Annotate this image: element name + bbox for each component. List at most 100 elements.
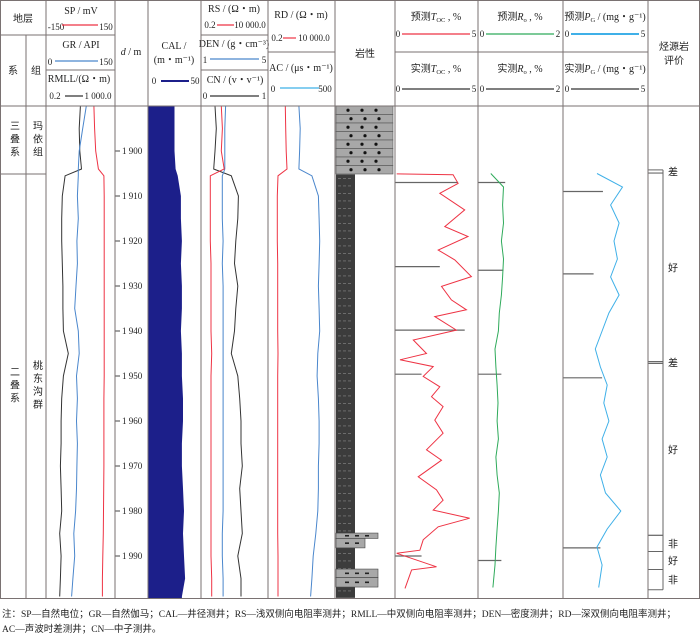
- header: 地层 系 组 SP / mV -150 150 GR / API 0 150 R…: [8, 4, 689, 101]
- sp-max: 150: [99, 22, 113, 32]
- toc_pred-label: 预测TOC , %: [411, 10, 461, 24]
- sand-dot: [377, 117, 381, 121]
- sand-dot: [374, 108, 378, 112]
- sand-dot: [346, 125, 350, 129]
- silt-mark: [355, 581, 359, 584]
- depth-tick-label: 1 960: [122, 416, 143, 426]
- rmll-max: 1 000.0: [85, 91, 113, 101]
- sand-dot: [374, 125, 378, 129]
- evaluation-label: 好: [668, 444, 678, 456]
- ac-curve: [298, 105, 321, 597]
- cal-max: 50: [191, 76, 201, 86]
- evaluation-header-1: 烃源岩: [659, 40, 689, 53]
- ac-min: 0: [271, 84, 276, 94]
- evaluation-label: 差: [668, 165, 678, 178]
- sand-dot: [360, 108, 364, 112]
- evaluation-label: 非: [668, 575, 678, 587]
- ro_meas-min: 0: [480, 84, 485, 94]
- evaluation-label: 差: [668, 357, 678, 370]
- rmll-label: RMLL/(Ω・m): [48, 74, 110, 85]
- pg_meas-label: 实测PG / (mg・g⁻¹): [564, 62, 645, 76]
- ac-label: AC / (μs・m⁻¹): [269, 63, 333, 74]
- depth-tick-label: 1 970: [122, 461, 143, 471]
- silt-mark: [365, 572, 369, 575]
- toc_meas-max: 5: [472, 84, 477, 94]
- gr-label: GR / API: [62, 40, 99, 51]
- depth-tick-label: 1 920: [122, 236, 143, 246]
- strata-system-triassic: 三叠系: [8, 121, 20, 160]
- cn-curve: [213, 105, 243, 597]
- ro-predicted-curve: [490, 173, 505, 588]
- header-strata: 地层: [13, 12, 33, 25]
- note-line-1: 注：SP—自然电位；GR—自然伽马；CAL—井径测井；RS—浅双侧向电阻率测井；…: [2, 608, 676, 620]
- sand-dot: [363, 134, 367, 138]
- ro_pred-label: 预测Ro , %: [497, 10, 542, 24]
- sandstone-layer: [335, 139, 394, 149]
- rs-label: RS / (Ω・m): [208, 4, 260, 15]
- header-system: 系: [8, 65, 18, 77]
- depth-tick-label: 1 900: [122, 146, 143, 156]
- depth-header: d / m: [121, 47, 142, 58]
- sand-dot: [349, 134, 353, 138]
- pg_meas-max: 5: [641, 84, 646, 94]
- sand-dot: [346, 142, 350, 146]
- sandstone-layer: [335, 122, 394, 132]
- rmll-min: 0.2: [49, 91, 60, 101]
- evaluation-label: 好: [668, 262, 678, 274]
- depth-tick-label: 1 950: [122, 371, 143, 381]
- lithology-header: 岩性: [355, 47, 375, 60]
- cn-max: 1: [262, 91, 267, 101]
- cal-min: 0: [152, 76, 157, 86]
- sand-dot: [377, 134, 381, 138]
- strata-formation-mayi: 玛依组: [31, 120, 43, 159]
- sandstone-layer: [335, 156, 394, 166]
- toc_pred-max: 5: [472, 29, 477, 39]
- den-label: DEN / (g・cm⁻³): [199, 39, 269, 50]
- sand-dot: [363, 151, 367, 155]
- mudstone-layer: [336, 174, 355, 598]
- siltstone-layer: [335, 538, 366, 549]
- sand-dot: [349, 168, 353, 172]
- pg_meas-min: 0: [565, 84, 570, 94]
- strata-labels: 三叠系 玛依组 二叠系 桃东沟群: [8, 120, 43, 412]
- rd-curve: [276, 105, 288, 597]
- rs-curve: [209, 105, 225, 597]
- silt-mark: [345, 542, 349, 544]
- sp-curve: [93, 105, 105, 597]
- pg-predicted-curve: [594, 173, 624, 588]
- cal-label: CAL /: [162, 41, 187, 52]
- note-line-2: AC—声波时差测井；CN—中子测井。: [2, 623, 161, 635]
- silt-mark: [365, 581, 369, 584]
- depth-tick-label: 1 990: [122, 551, 143, 561]
- depth-tick-label: 1 910: [122, 191, 143, 201]
- track-content: 1 900 1 910 1 920 1 930 1 940 1 950 1 960 1 970…: [59, 105, 678, 598]
- rs-min: 0.2: [204, 20, 215, 30]
- strata-formation-taodonggou: 桃东沟群: [31, 359, 43, 412]
- toc-predicted-curve: [396, 173, 473, 589]
- sand-dot: [374, 142, 378, 146]
- sand-dot: [360, 125, 364, 129]
- sand-dot: [349, 151, 353, 155]
- lithology-column: [335, 105, 394, 598]
- legend-lines: [55, 24, 639, 97]
- table-grid: [0, 0, 700, 599]
- sp-label: SP / mV: [64, 6, 98, 17]
- ro_meas-label: 实测Ro , %: [497, 62, 542, 76]
- rmll-curve: [59, 105, 83, 597]
- gr-min: 0: [48, 57, 53, 67]
- toc_pred-min: 0: [396, 29, 401, 39]
- sand-dot: [346, 159, 350, 163]
- cn-label: CN / (v・v⁻¹): [207, 75, 264, 86]
- den-min: 1: [203, 55, 208, 65]
- ro_pred-max: 2: [556, 29, 561, 39]
- silt-mark: [355, 572, 359, 575]
- depth-tick-label: 1 930: [122, 281, 143, 291]
- silt-mark: [345, 572, 349, 575]
- sandstone-layer: [335, 105, 394, 115]
- sand-dot: [360, 142, 364, 146]
- header-formation: 组: [31, 64, 41, 77]
- ro_pred-min: 0: [480, 29, 485, 39]
- den-curve: [221, 105, 227, 597]
- ro_meas-max: 2: [556, 84, 561, 94]
